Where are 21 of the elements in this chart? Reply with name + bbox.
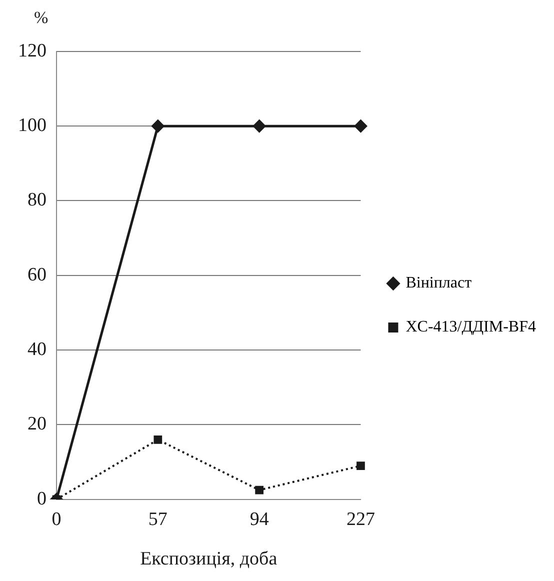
y-tick-label: 100 xyxy=(18,115,46,136)
legend-label: XC-413/ДДІМ-BF4 xyxy=(406,318,536,336)
point xyxy=(154,435,162,444)
legend-label: Вініпласт xyxy=(406,274,472,292)
y-axis-title: % xyxy=(34,8,50,29)
point xyxy=(152,120,164,132)
point xyxy=(255,486,264,494)
x-tick-label: 0 xyxy=(52,508,62,530)
x-tick-label: 227 xyxy=(346,508,375,530)
y-tick-label: 0 xyxy=(37,488,46,510)
y-tick-label: 120 xyxy=(18,40,46,62)
y-tick-label: 20 xyxy=(28,414,46,435)
y-tick-label: 40 xyxy=(28,339,46,360)
y-tick-label: 60 xyxy=(28,264,46,286)
point xyxy=(253,120,266,132)
x-tick-label: 57 xyxy=(148,508,168,530)
point xyxy=(356,462,365,470)
x-tick-label: 94 xyxy=(250,508,270,530)
y-tick-label: 80 xyxy=(28,190,46,211)
point xyxy=(354,120,367,132)
x-axis-title: Експозиція, доба xyxy=(140,548,278,570)
